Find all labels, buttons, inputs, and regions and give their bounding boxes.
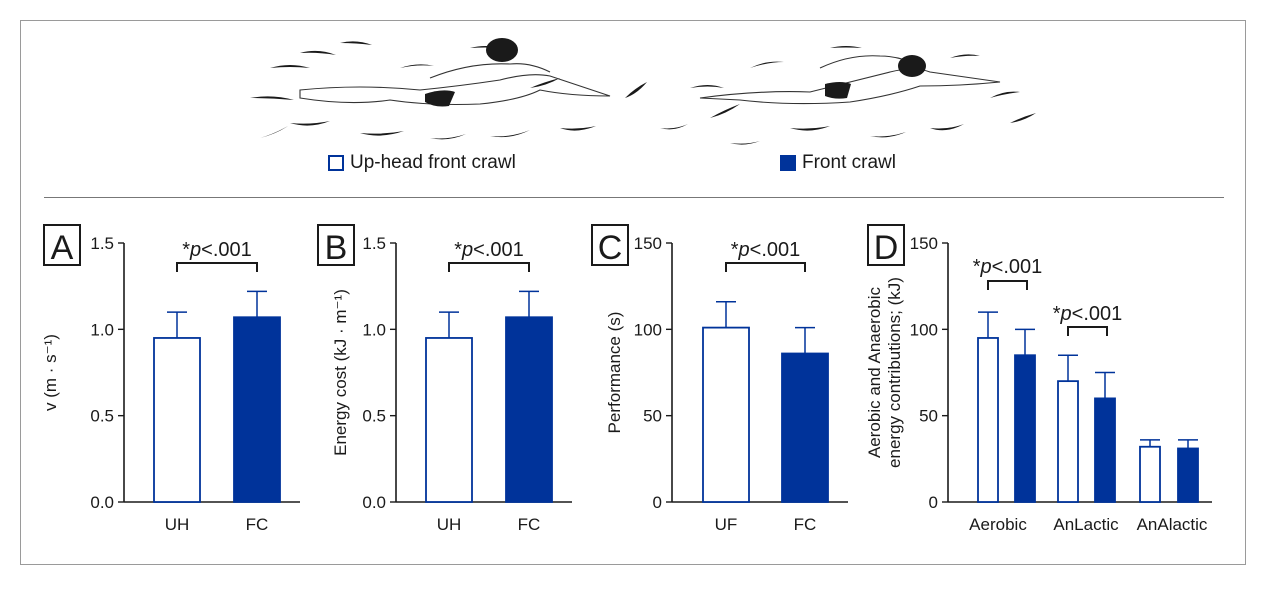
x-tick-label: UH (437, 515, 462, 534)
bar (153, 337, 201, 503)
x-tick-label: UH (165, 515, 190, 534)
panel-label-box (591, 224, 629, 266)
panel-label: A (51, 229, 74, 267)
panel-label: C (598, 229, 623, 267)
y-tick-label: 1.0 (90, 320, 114, 339)
bar (1014, 354, 1036, 503)
legend-swatch-filled (780, 155, 796, 171)
y-tick-label: 1.5 (90, 234, 114, 253)
y-tick-label: 150 (634, 234, 662, 253)
bar (1139, 445, 1161, 503)
y-tick-label: 100 (910, 320, 938, 339)
bar (1094, 397, 1116, 503)
y-axis-label: Performance (s) (605, 312, 624, 434)
significance-label: *p<.001 (454, 239, 524, 261)
legend-label: Front crawl (802, 152, 896, 173)
y-axis-label: v (m · s⁻¹) (41, 334, 60, 411)
legend-label: Up-head front crawl (350, 152, 516, 173)
significance-label: *p<.001 (182, 239, 252, 261)
figure-frame (20, 20, 1246, 565)
x-tick-label: AnLactic (1053, 515, 1119, 534)
significance-label: *p<.001 (1053, 303, 1123, 325)
x-tick-label: Aerobic (969, 515, 1027, 534)
bar (233, 316, 281, 503)
bar (702, 326, 750, 503)
y-tick-label: 1.5 (362, 234, 386, 253)
y-tick-label: 0 (929, 493, 938, 512)
x-tick-label: AnAlactic (1137, 515, 1208, 534)
bar (505, 316, 553, 503)
x-tick-label: FC (518, 515, 541, 534)
y-axis-label: energy contributions; (kJ) (885, 277, 904, 468)
y-tick-label: 0.0 (90, 493, 114, 512)
y-tick-label: 0 (653, 493, 662, 512)
bar (1177, 447, 1199, 503)
significance-bracket (448, 262, 530, 272)
panel-label-box (867, 224, 905, 266)
swimmers-illustration (250, 38, 1036, 145)
panel-label: B (325, 229, 348, 267)
legend-item-up-head: Up-head front crawl (328, 152, 516, 174)
significance-bracket (1067, 326, 1108, 336)
significance-label: *p<.001 (973, 256, 1043, 278)
y-tick-label: 150 (910, 234, 938, 253)
y-tick-label: 50 (919, 407, 938, 426)
bar (781, 352, 829, 503)
y-axis-label: Energy cost (kJ · m⁻¹) (331, 289, 350, 456)
significance-bracket (725, 262, 806, 272)
y-tick-label: 0.5 (90, 407, 114, 426)
bar (425, 337, 473, 503)
y-tick-label: 50 (643, 407, 662, 426)
divider (44, 197, 1224, 198)
y-axis-label: Aerobic and Anaerobic (865, 286, 884, 458)
legend-item-front-crawl: Front crawl (780, 152, 896, 174)
panel-label-box (43, 224, 81, 266)
bar (1057, 380, 1079, 503)
significance-bracket (987, 280, 1028, 290)
y-tick-label: 0.0 (362, 493, 386, 512)
y-tick-label: 1.0 (362, 320, 386, 339)
x-tick-label: FC (794, 515, 817, 534)
panel-label-box (317, 224, 355, 266)
y-tick-label: 100 (634, 320, 662, 339)
x-tick-label: FC (246, 515, 269, 534)
significance-bracket (176, 262, 258, 272)
legend-swatch-outline (328, 155, 344, 171)
panel-label: D (874, 229, 899, 267)
bar (977, 337, 999, 503)
x-tick-label: UF (715, 515, 738, 534)
significance-label: *p<.001 (731, 239, 801, 261)
y-tick-label: 0.5 (362, 407, 386, 426)
